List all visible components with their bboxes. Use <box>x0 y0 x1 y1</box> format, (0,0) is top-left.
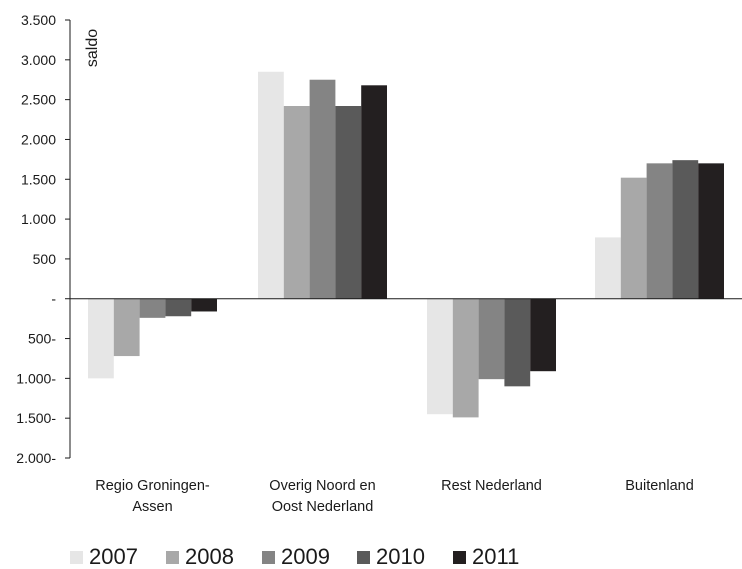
bar-2007-1 <box>258 71 284 299</box>
legend-label-2007: 2007 <box>89 544 138 569</box>
y-tick-label: 3.000 <box>21 52 56 68</box>
bar-2010-2 <box>504 298 531 387</box>
bar-2008-0 <box>113 298 140 357</box>
category-label: Oost Nederland <box>272 499 374 515</box>
bar-2010-3 <box>672 160 699 299</box>
bar-2008-2 <box>452 298 479 418</box>
bar-2007-3 <box>595 237 621 299</box>
y-tick-label: 2.000- <box>16 450 56 466</box>
y-tick-label: - <box>51 291 56 307</box>
bar-2011-3 <box>698 163 724 299</box>
bar-2007-2 <box>427 298 453 415</box>
y-tick-label: 1.000- <box>16 370 56 386</box>
legend-swatch-2011 <box>453 551 466 564</box>
legend-label-2009: 2009 <box>281 544 330 569</box>
bar-2011-0 <box>191 298 217 312</box>
bar-2010-1 <box>335 106 362 299</box>
y-axis-label: saldo <box>84 29 101 67</box>
y-tick-label: 3.500 <box>21 12 56 28</box>
category-label: Overig Noord en <box>269 478 375 494</box>
category-label: Rest Nederland <box>441 478 542 494</box>
bar-2010-0 <box>165 298 192 317</box>
category-label: Buitenland <box>625 478 694 494</box>
y-tick-label: 2.000 <box>21 131 56 147</box>
bar-2011-2 <box>530 298 556 372</box>
y-tick-label: 2.500 <box>21 92 56 108</box>
y-tick-label: 500- <box>28 331 56 347</box>
legend-swatch-2008 <box>166 551 179 564</box>
category-label: Regio Groningen- <box>95 478 210 494</box>
bar-2009-2 <box>478 298 505 380</box>
y-tick-label: 1.000 <box>21 211 56 227</box>
legend-swatch-2007 <box>70 551 83 564</box>
bar-2008-1 <box>283 106 310 299</box>
legend-swatch-2010 <box>357 551 370 564</box>
bar-2007-0 <box>88 298 114 379</box>
bar-2009-0 <box>139 298 166 318</box>
bar-2008-3 <box>620 177 647 299</box>
category-label: Assen <box>132 499 172 515</box>
legend-label-2011: 2011 <box>472 544 519 569</box>
bar-2009-1 <box>309 79 336 299</box>
bar-2009-3 <box>646 163 673 299</box>
legend-label-2008: 2008 <box>185 544 234 569</box>
bar-2011-1 <box>361 85 387 299</box>
y-tick-label: 1.500- <box>16 410 56 426</box>
legend-swatch-2009 <box>262 551 275 564</box>
y-tick-label: 500 <box>33 251 57 267</box>
y-tick-label: 1.500 <box>21 171 56 187</box>
legend-label-2010: 2010 <box>376 544 425 569</box>
